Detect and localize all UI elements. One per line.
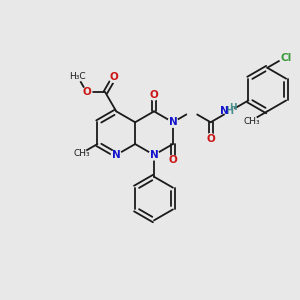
Text: O: O <box>206 134 215 144</box>
Text: N: N <box>220 106 229 116</box>
Circle shape <box>149 90 159 100</box>
Circle shape <box>73 71 82 81</box>
Circle shape <box>225 106 235 116</box>
Circle shape <box>280 53 290 63</box>
Text: N: N <box>169 117 177 127</box>
Text: H₃C: H₃C <box>69 72 86 81</box>
Circle shape <box>76 148 86 158</box>
Text: O: O <box>110 72 118 82</box>
Text: N: N <box>150 150 158 160</box>
Circle shape <box>82 88 92 98</box>
Circle shape <box>206 134 216 144</box>
Circle shape <box>247 115 257 125</box>
Circle shape <box>168 155 178 165</box>
Text: O: O <box>82 88 91 98</box>
Text: O: O <box>150 90 158 100</box>
Text: CH₃: CH₃ <box>244 117 260 126</box>
Text: H: H <box>226 106 234 116</box>
Text: O: O <box>169 155 177 165</box>
Circle shape <box>111 150 121 160</box>
Circle shape <box>187 106 197 116</box>
Circle shape <box>168 117 178 127</box>
Text: H: H <box>229 103 236 112</box>
Circle shape <box>149 150 159 160</box>
Circle shape <box>109 72 119 82</box>
Text: Cl: Cl <box>281 53 292 63</box>
Text: N: N <box>112 150 121 160</box>
Text: CH₃: CH₃ <box>73 149 90 158</box>
